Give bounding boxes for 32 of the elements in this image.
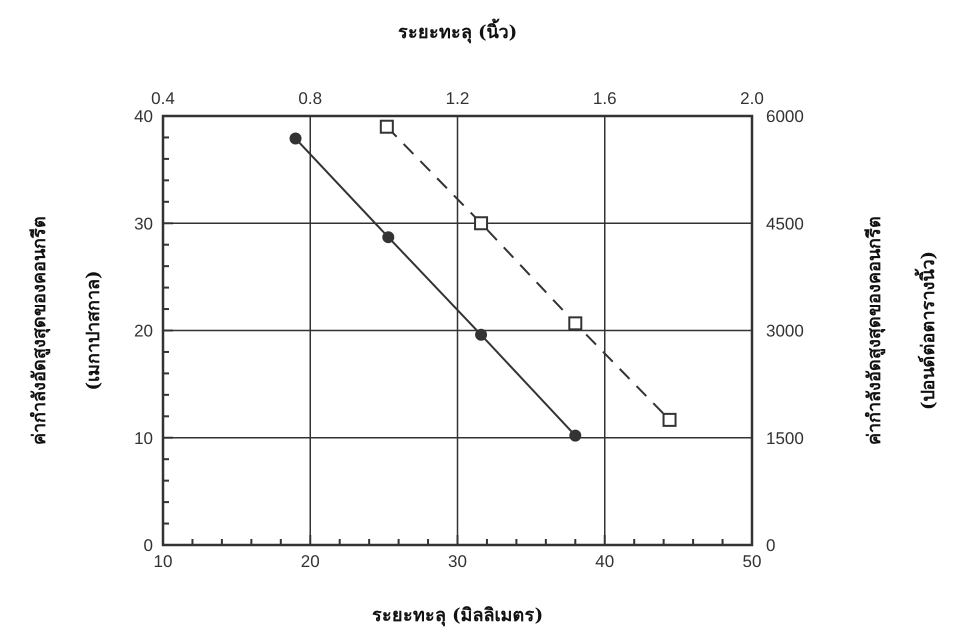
- point: [569, 430, 582, 442]
- y2-tick-label: 1500: [766, 428, 804, 448]
- y2-tick-label: 6000: [766, 107, 804, 126]
- x-tick-label: 10: [154, 552, 172, 571]
- point: [568, 316, 582, 330]
- point: [474, 216, 488, 230]
- x-tick-label: 20: [300, 552, 320, 571]
- x2-tick-label: 0.4: [151, 89, 175, 108]
- y-tick-label: 30: [134, 214, 153, 234]
- y2-tick-label: 4500: [766, 214, 804, 234]
- y-tick-label: 20: [134, 322, 153, 340]
- x2-tick-label: 1.2: [446, 89, 470, 108]
- x2-tick-label: 1.6: [592, 89, 617, 108]
- text: ค่ากำลังอัดสูงสุดของคอนกรีต (ปอนด์ต่อตารางนิ้ว): [864, 216, 939, 445]
- y2-tick-label: 0: [766, 536, 776, 555]
- point: [475, 328, 488, 341]
- y-tick-label: 40: [134, 107, 153, 126]
- point: [380, 120, 394, 134]
- x-tick-label: 40: [595, 552, 614, 571]
- x2-tick-label: 0.8: [298, 89, 322, 108]
- point: [290, 132, 302, 145]
- x2-tick-label: 2.0: [740, 89, 764, 108]
- y-tick-label: 0: [144, 536, 153, 555]
- y2-tick-label: 3000: [766, 322, 804, 340]
- y-tick-label: 10: [134, 428, 153, 448]
- x-axis-title: ระยะทะลุ (มิลลิเมตร): [372, 605, 544, 627]
- point: [662, 412, 677, 427]
- x-tick-label: 50: [742, 552, 762, 571]
- point: [382, 231, 394, 244]
- text: ค่ากำลังอัดสูงสุดของคอนกรีต (เมกาปาสกาล): [29, 216, 104, 445]
- x-tick-label: 30: [448, 552, 467, 571]
- x2-axis-title: ระยะทะลุ (นิ้ว): [398, 18, 518, 44]
